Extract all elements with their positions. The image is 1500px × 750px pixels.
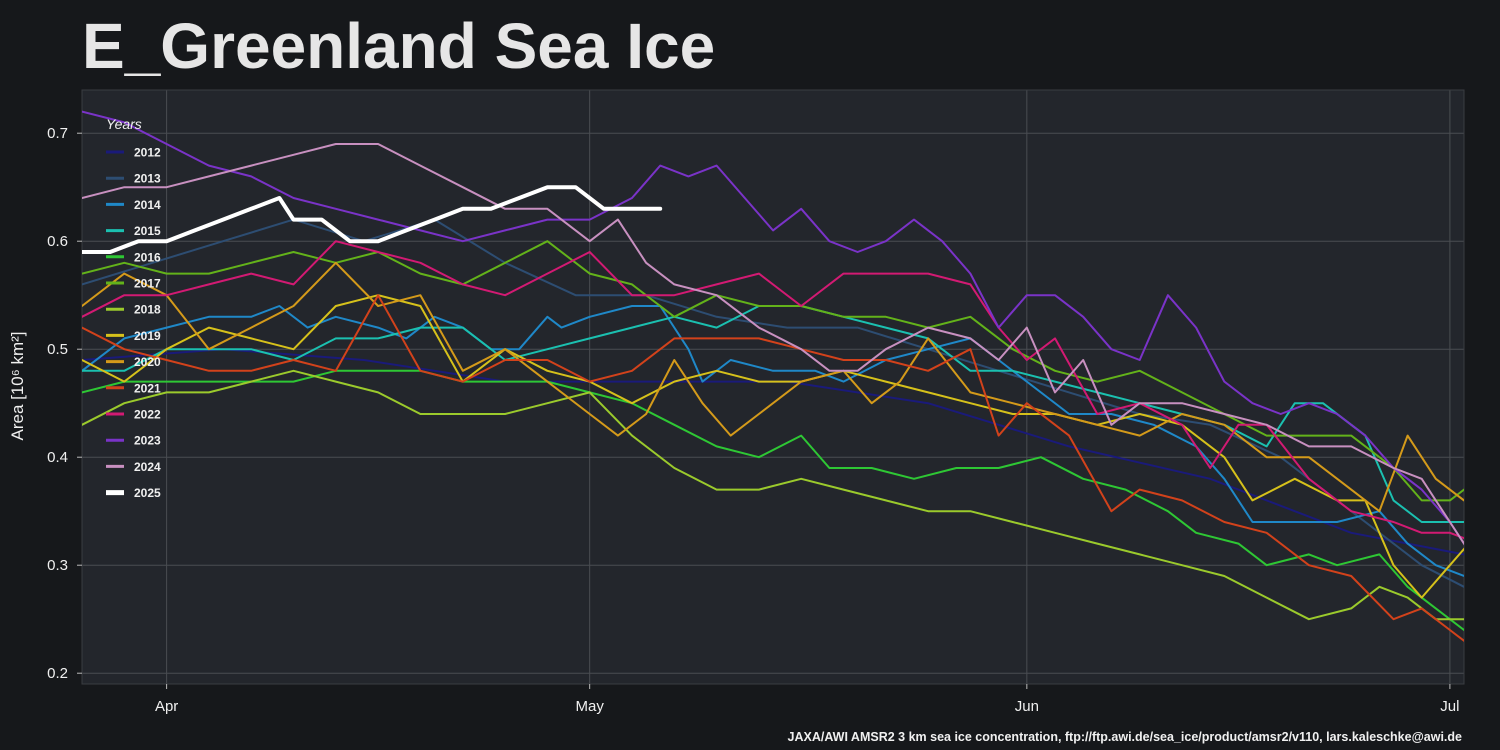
data-source-credit: JAXA/AWI AMSR2 3 km sea ice concentratio…	[787, 730, 1463, 744]
series-line-2025	[82, 185, 663, 254]
legend-label-2014: 2014	[134, 198, 161, 212]
y-tick-label: 0.4	[47, 449, 68, 466]
y-axis-label: Area [10⁶ km²]	[8, 331, 27, 441]
legend-label-2025: 2025	[134, 486, 161, 500]
page-title: E_Greenland Sea Ice	[82, 10, 716, 82]
grid-lines	[81, 89, 1465, 685]
series-line-2021	[82, 294, 1464, 643]
y-tick-label: 0.3	[47, 557, 68, 574]
series-line-2020	[82, 261, 1464, 513]
plot-area	[82, 90, 1464, 684]
x-tick-label: May	[576, 698, 605, 715]
y-tick-label: 0.6	[47, 233, 68, 250]
plot-border	[81, 89, 1465, 685]
legend-label-2022: 2022	[134, 408, 161, 422]
y-tick-label: 0.5	[47, 341, 68, 358]
series-lines	[82, 110, 1464, 643]
legend-label-2012: 2012	[134, 146, 161, 160]
legend-label-2023: 2023	[134, 434, 161, 448]
x-tick-label: Apr	[155, 698, 178, 715]
series-line-2024	[82, 143, 1464, 546]
y-tick-label: 0.2	[47, 665, 68, 682]
legend-label-2024: 2024	[134, 460, 161, 474]
series-line-2023	[82, 110, 1464, 546]
legend-label-2013: 2013	[134, 172, 161, 186]
legend-label-2016: 2016	[134, 250, 161, 264]
y-tick-label: 0.7	[47, 125, 68, 142]
legend-title: Years	[106, 116, 142, 132]
series-line-2016	[82, 369, 1464, 632]
legend-label-2020: 2020	[134, 355, 161, 369]
x-axis-ticks: Apr May Jun Jul	[155, 684, 1459, 715]
legend-label-2017: 2017	[134, 277, 161, 291]
legend-label-2018: 2018	[134, 303, 161, 317]
legend: Years 2012 2013 2014 2015 2016 2017 2018 2019 20…	[106, 116, 161, 500]
x-tick-label: Jul	[1440, 698, 1459, 715]
x-tick-label: Jun	[1015, 698, 1039, 715]
y-axis-ticks: 0.2 0.3 0.4 0.5 0.6 0.7	[47, 125, 82, 682]
legend-label-2015: 2015	[134, 224, 161, 238]
series-line-2018	[82, 369, 1464, 621]
legend-label-2019: 2019	[134, 329, 161, 343]
series-line-2013	[82, 218, 1464, 588]
legend-label-2021: 2021	[134, 381, 161, 395]
